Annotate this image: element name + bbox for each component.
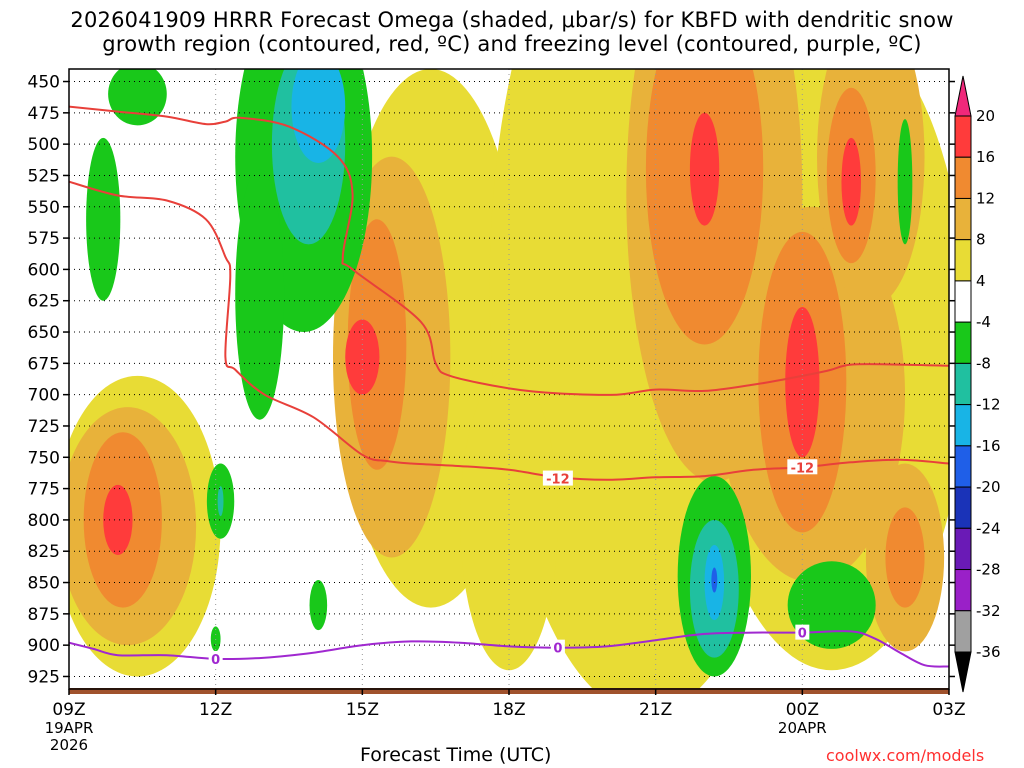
x-tick-label: 03Z — [932, 700, 965, 720]
y-tick-label: 625 — [28, 292, 60, 312]
omega-shading — [69, 69, 949, 689]
credit-text: coolwx.com/models — [826, 746, 985, 765]
y-tick-label: 600 — [28, 260, 60, 280]
chart-title-line1: 2026041909 HRRR Forecast Omega (shaded, … — [70, 8, 954, 32]
colorbar-label: -20 — [976, 478, 1001, 496]
omega-region-neg4 — [787, 561, 876, 649]
y-tick-label: 825 — [28, 542, 60, 562]
colorbar-swatch — [954, 197, 972, 241]
y-tick-label: 550 — [28, 198, 60, 218]
contour-label: 0 — [798, 627, 807, 642]
colorbar-label: 4 — [976, 272, 986, 290]
y-tick-label: 525 — [28, 166, 60, 186]
colorbar-swatch — [954, 239, 972, 282]
omega-region-neg4 — [897, 119, 913, 245]
contour-label-bg — [795, 624, 810, 640]
colorbar-label: -24 — [976, 519, 1001, 537]
colorbar-label: -28 — [976, 561, 1001, 579]
y-tick-label: 650 — [28, 323, 60, 343]
y-tick-label: 450 — [28, 73, 60, 93]
colorbar-swatch — [954, 610, 972, 653]
colorbar-label: 20 — [976, 107, 995, 125]
y-axis: 450 475 500 525 550 575 600 625 650 675 700 725 750 7… — [28, 73, 955, 687]
contour-line-1 — [69, 180, 949, 481]
y-tick-label: 700 — [28, 386, 60, 406]
colorbar-label: -8 — [976, 354, 991, 372]
y-tick-label: 500 — [28, 135, 60, 155]
colorbar-swatch — [954, 569, 972, 612]
colorbar-top-arrow — [954, 75, 972, 117]
contour-label: -12 — [546, 473, 570, 488]
colorbar-swatch — [954, 115, 972, 158]
y-tick-label: 575 — [28, 229, 60, 249]
omega-region-16 — [689, 112, 720, 226]
colorbar-swatch — [954, 404, 972, 447]
omega-region-neg4 — [235, 169, 285, 420]
x-axis-label: Forecast Time (UTC) — [360, 744, 552, 766]
grid-lines — [69, 69, 949, 689]
colorbar-swatch — [954, 486, 972, 529]
omega-region-16 — [103, 484, 133, 555]
omega-region-neg4 — [86, 137, 121, 301]
colorbar-label: 16 — [976, 148, 995, 166]
colorbar-swatch — [954, 362, 972, 406]
omega-region-neg16 — [711, 567, 718, 593]
y-tick-label: 675 — [28, 354, 60, 374]
colorbar-swatch — [954, 445, 972, 488]
x-tick-year: 2026 — [50, 736, 88, 754]
y-tick-label: 850 — [28, 574, 60, 594]
chart-title-line2: growth region (contoured, red, ºC) and f… — [102, 32, 922, 56]
colorbar-bottom-arrow — [954, 651, 972, 693]
colorbar-label: -36 — [976, 643, 1001, 661]
x-tick-label: 15Z — [346, 700, 379, 720]
colorbar-swatch — [954, 527, 972, 571]
y-tick-label: 775 — [28, 480, 60, 500]
omega-region-neg12 — [291, 69, 346, 163]
x-tick-date: 19APR — [45, 719, 94, 737]
x-tick-label: 00Z — [786, 700, 819, 720]
colorbar-swatch — [954, 156, 972, 199]
contour-label-bg — [787, 459, 818, 475]
x-tick-label: 12Z — [199, 700, 232, 720]
colorbar-label: -12 — [976, 396, 1001, 414]
colorbar-label: 8 — [976, 231, 986, 249]
contour-lines — [69, 105, 949, 668]
y-tick-label: 925 — [28, 667, 60, 687]
colorbar-label: -32 — [976, 602, 1001, 620]
contour-line-0 — [69, 105, 949, 396]
x-tick-label: 18Z — [492, 700, 525, 720]
y-tick-label: 750 — [28, 448, 60, 468]
y-tick-label: 900 — [28, 636, 60, 656]
colorbar-label: -4 — [976, 313, 991, 331]
omega-region-12 — [885, 507, 925, 608]
omega-region-16 — [841, 137, 861, 226]
contour-label-bg — [550, 639, 565, 655]
x-tick-label: 09Z — [52, 700, 85, 720]
colorbar-label: -16 — [976, 437, 1001, 455]
x-tick-date: 20APR — [778, 719, 827, 737]
x-tick-label: 21Z — [639, 700, 672, 720]
colorbar-swatch — [954, 321, 972, 364]
contour-label-bg — [542, 470, 573, 486]
omega-region-neg4 — [309, 580, 328, 631]
omega-region-neg4 — [210, 626, 221, 652]
y-tick-label: 475 — [28, 104, 60, 124]
omega-region-16 — [785, 306, 820, 458]
omega-region-16 — [345, 319, 380, 395]
contour-label-bg — [208, 650, 223, 666]
contour-labels: -12 -12 0 0 0 — [208, 459, 818, 668]
colorbar: 20 16 12 8 4 -4 -8 -12 -16 -20 -24 -28 -32 -36 — [954, 75, 1001, 693]
contour-label: 0 — [553, 642, 562, 657]
y-tick-label: 800 — [28, 511, 60, 531]
contour-label: -12 — [791, 461, 815, 476]
colorbar-label: 12 — [976, 189, 995, 207]
y-tick-label: 725 — [28, 417, 60, 437]
omega-region-neg8 — [217, 486, 224, 517]
contour-label: 0 — [211, 653, 220, 668]
contour-line-2 — [69, 630, 949, 668]
colorbar-swatch — [954, 280, 972, 323]
y-tick-label: 875 — [28, 605, 60, 625]
